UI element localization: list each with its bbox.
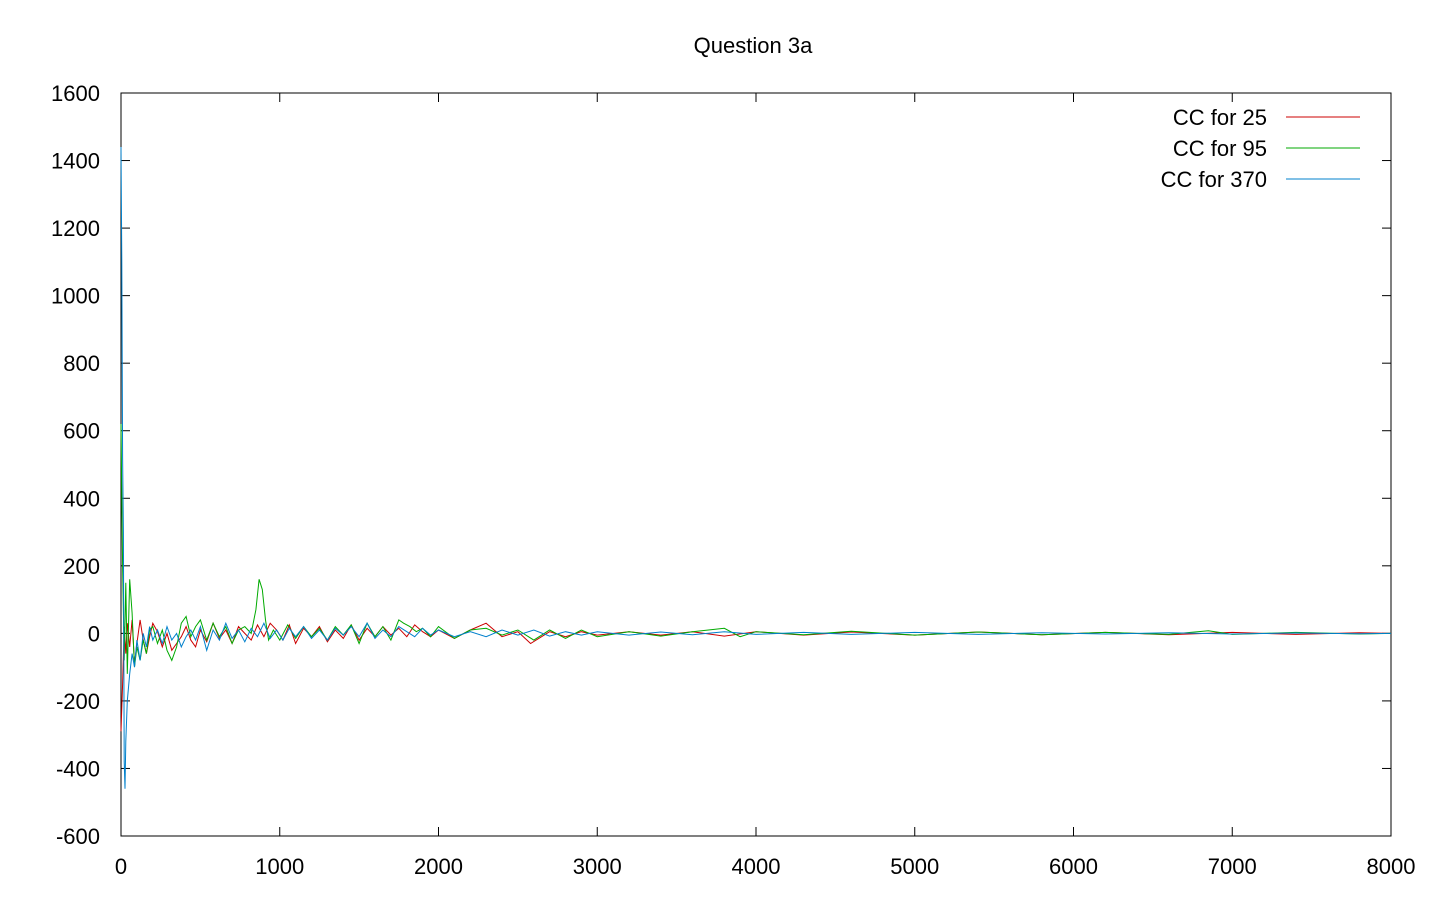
- y-tick-label: 800: [63, 351, 100, 376]
- legend-label: CC for 25: [1173, 105, 1267, 130]
- series-line-3: [120, 146, 1392, 789]
- x-tick-label: 8000: [1367, 854, 1416, 879]
- series-line-2: [120, 423, 1392, 674]
- y-tick-label: 1000: [51, 284, 100, 309]
- legend-label: CC for 370: [1161, 167, 1267, 192]
- x-tick-label: 2000: [414, 854, 463, 879]
- y-tick-label: -600: [56, 824, 100, 849]
- plot-frame: [120, 92, 1392, 837]
- y-tick-label: -200: [56, 689, 100, 714]
- y-tick-label: 600: [63, 419, 100, 444]
- y-tick-label: 1600: [51, 81, 100, 106]
- series-line-1: [120, 619, 1392, 732]
- y-tick-label: 200: [63, 554, 100, 579]
- x-tick-label: 4000: [732, 854, 781, 879]
- chart-title: Question 3a: [694, 33, 813, 58]
- legend-label: CC for 95: [1173, 136, 1267, 161]
- y-tick-label: 1200: [51, 216, 100, 241]
- x-tick-label: 1000: [255, 854, 304, 879]
- y-tick-labels: -600 -400 -200 0 200 400 600 800 1000 1200 1400 160…: [51, 81, 100, 849]
- axis-ticks: [120, 92, 1392, 837]
- series-lines: [120, 146, 1392, 789]
- x-tick-label: 3000: [573, 854, 622, 879]
- y-tick-label: 400: [63, 486, 100, 511]
- x-tick-label: 0: [115, 854, 127, 879]
- y-tick-label: 0: [88, 621, 100, 646]
- y-tick-label: -400: [56, 756, 100, 781]
- x-tick-label: 5000: [890, 854, 939, 879]
- x-tick-label: 7000: [1208, 854, 1257, 879]
- x-tick-labels: 0 1000 2000 3000 4000 5000 6000 7000 8000: [115, 854, 1416, 879]
- x-tick-label: 6000: [1049, 854, 1098, 879]
- y-tick-label: 1400: [51, 149, 100, 174]
- legend: CC for 25 CC for 95 CC for 370: [1161, 105, 1360, 192]
